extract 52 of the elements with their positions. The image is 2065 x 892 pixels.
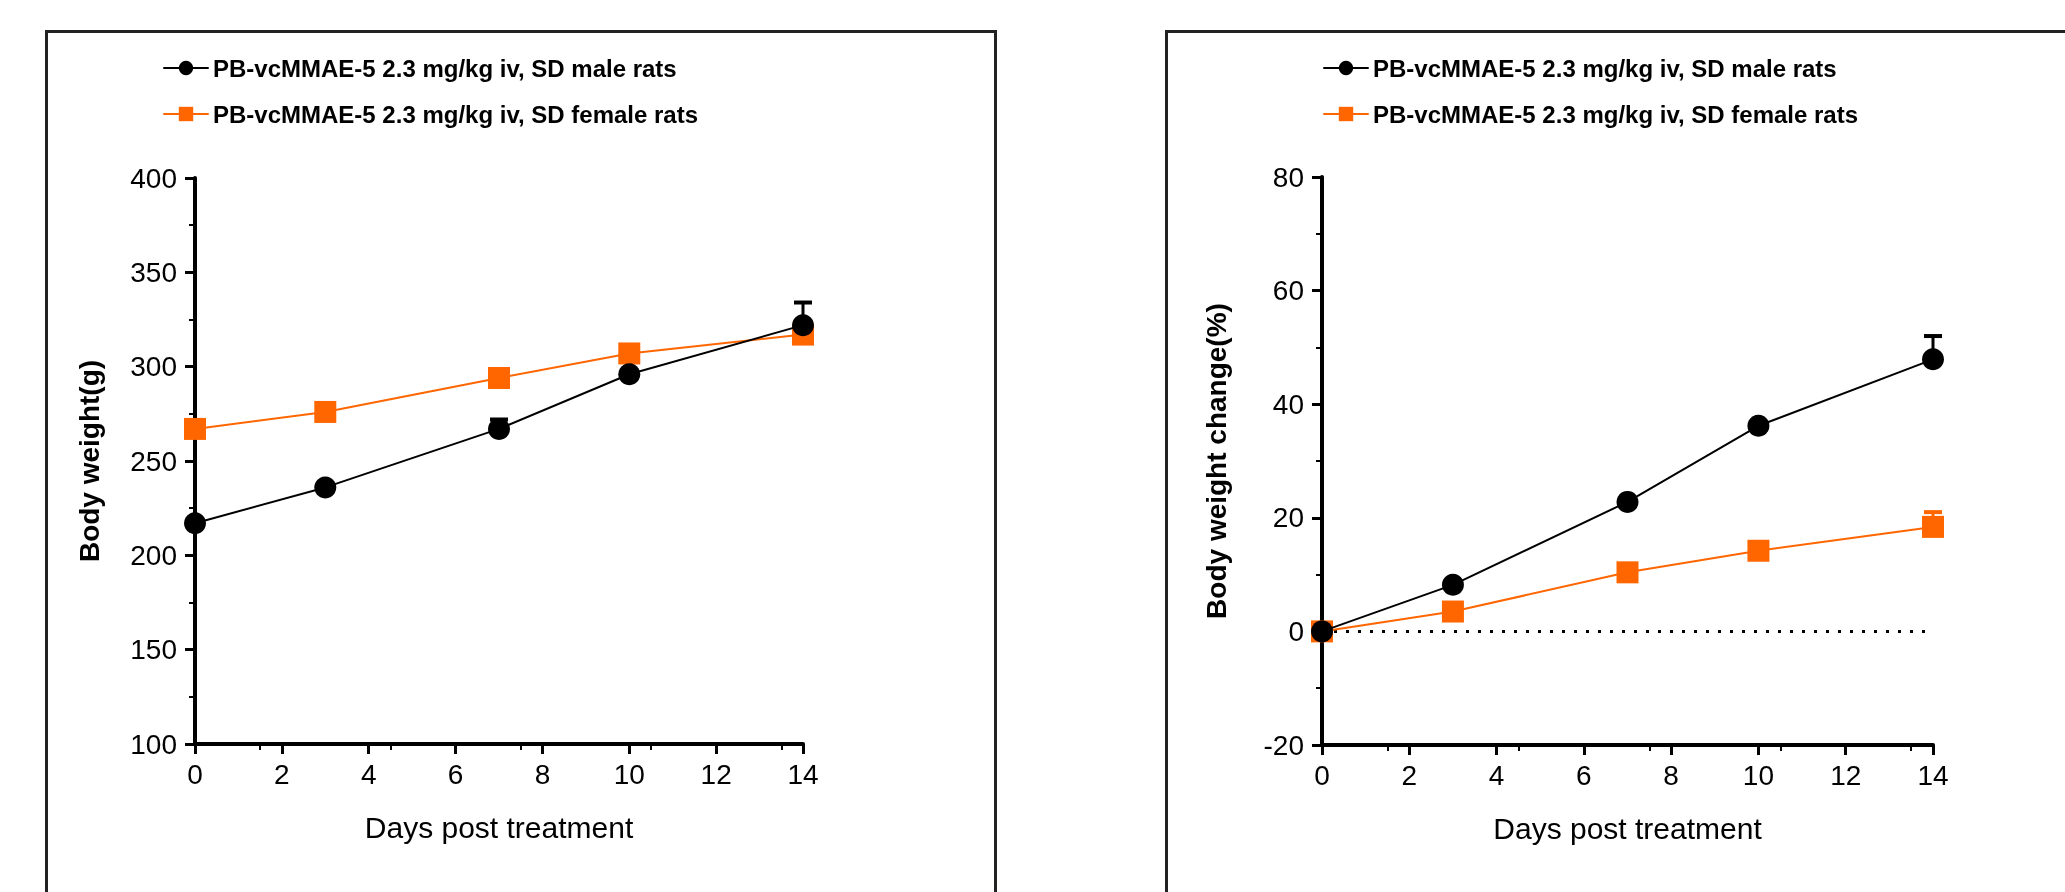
point — [1922, 348, 1944, 371]
x-tick-label: 10 — [613, 758, 645, 790]
x-tick-label: 0 — [1314, 759, 1330, 791]
y-tick-label: 200 — [130, 539, 177, 571]
x-tick-label: 12 — [1830, 759, 1862, 791]
y-tick-label: 100 — [130, 728, 177, 760]
y-tick-label: 0 — [1288, 615, 1304, 647]
point — [314, 400, 337, 423]
x-tick-label: 4 — [1488, 759, 1505, 791]
x-tick-label: 14 — [787, 758, 819, 790]
point — [1747, 539, 1770, 562]
y-tick-label: 400 — [130, 162, 177, 194]
point — [1747, 414, 1770, 437]
point — [314, 476, 337, 499]
point — [1616, 561, 1639, 584]
point — [1616, 490, 1639, 513]
point — [618, 342, 641, 365]
point — [488, 366, 510, 389]
x-tick-label: 6 — [1576, 759, 1592, 791]
y-axis-title: Body weight change(%) — [1200, 303, 1232, 619]
y-tick-label: 250 — [130, 445, 177, 477]
legend-label: PB-vcMMAE-5 2.3 mg/kg iv, SD female rats — [213, 100, 699, 128]
x-tick-label: 14 — [1917, 759, 1949, 791]
y-tick-label: 150 — [130, 634, 177, 666]
x-tick-label: 2 — [1401, 759, 1418, 791]
legend-label: PB-vcMMAE-5 2.3 mg/kg iv, SD male rats — [213, 54, 677, 82]
point — [792, 314, 814, 337]
x-tick-label: 12 — [700, 758, 732, 790]
x-tick-label: 8 — [1663, 759, 1679, 791]
y-tick-label: 20 — [1272, 502, 1304, 534]
y-tick-label: 300 — [130, 351, 177, 383]
y-tick-label: 350 — [130, 256, 177, 288]
point — [1441, 573, 1464, 596]
y-tick-label: 40 — [1272, 388, 1304, 420]
x-axis-title: Days post treatment — [364, 810, 634, 844]
y-axis-title: Body weight(g) — [73, 359, 105, 563]
x-tick-label: 6 — [447, 758, 464, 790]
x-tick-label: 10 — [1742, 759, 1775, 791]
x-axis-title: Days post treatment — [1493, 811, 1763, 845]
point — [1441, 600, 1464, 623]
legend-label: PB-vcMMAE-5 2.3 mg/kg iv, SD female rats — [1373, 100, 1859, 128]
x-tick-label: 2 — [274, 758, 290, 790]
point — [184, 417, 206, 440]
y-tick-label: 60 — [1272, 275, 1304, 307]
x-tick-label: 0 — [187, 758, 203, 790]
point — [184, 512, 206, 535]
x-tick-label: 4 — [360, 758, 377, 790]
y-tick-label: -20 — [1263, 729, 1304, 761]
legend-label: PB-vcMMAE-5 2.3 mg/kg iv, SD male rats — [1373, 54, 1837, 82]
y-tick-label: 80 — [1272, 161, 1304, 193]
point — [618, 363, 641, 386]
x-tick-label: 8 — [534, 758, 551, 790]
